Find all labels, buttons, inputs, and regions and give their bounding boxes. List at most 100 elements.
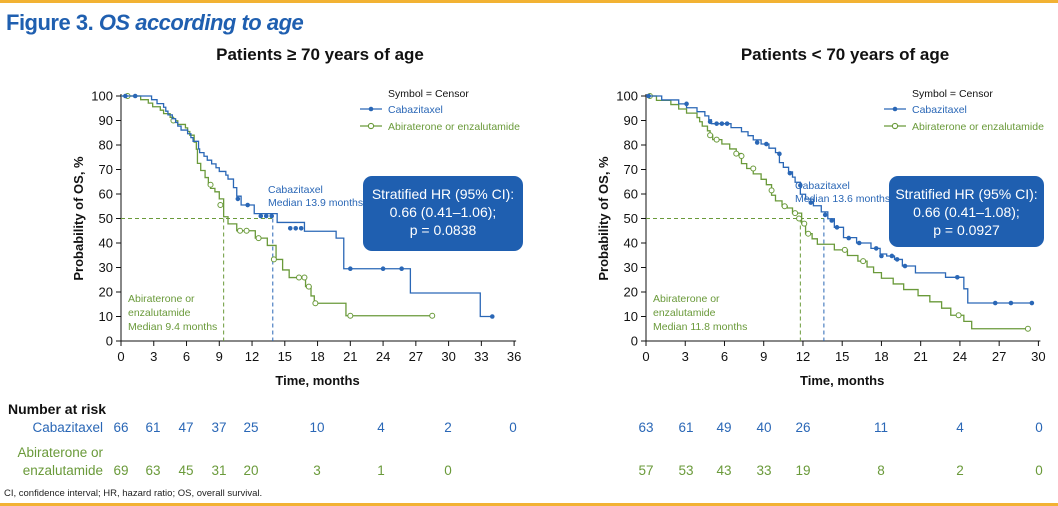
figure-title-text: OS according to age <box>98 10 304 35</box>
censor-marker <box>879 253 884 259</box>
median-annotation-cabazitaxel: Median 13.9 months <box>268 197 363 209</box>
top-rule <box>0 0 1058 3</box>
hr-box-line: p = 0.0838 <box>410 222 477 238</box>
censor-marker <box>750 165 757 172</box>
bottom-rule <box>0 503 1058 506</box>
at-risk-count: 61 <box>678 420 693 435</box>
x-axis-label: Time, months <box>275 373 359 388</box>
x-tick-label: 6 <box>721 349 728 364</box>
at-risk-count: 3 <box>313 463 321 478</box>
at-risk-count: 19 <box>795 463 810 478</box>
at-risk-count: 47 <box>178 420 193 435</box>
legend-label-cabazitaxel: Cabazitaxel <box>912 104 967 116</box>
at-risk-count: 4 <box>956 420 964 435</box>
y-tick-label: 100 <box>91 89 113 104</box>
legend-title: Symbol = Censor <box>912 88 993 100</box>
at-risk-count: 20 <box>243 463 258 478</box>
at-risk-count: 40 <box>756 420 771 435</box>
x-tick-label: 24 <box>953 349 967 364</box>
censor-marker <box>796 215 803 222</box>
x-tick-label: 12 <box>796 349 810 364</box>
y-tick-label: 0 <box>106 334 113 349</box>
hr-box-line: Stratified HR (95% CI): <box>372 186 514 202</box>
censor-marker <box>1024 325 1031 332</box>
censor-marker <box>829 218 835 223</box>
median-annotation-abiraterone: Abiraterone or <box>653 293 720 305</box>
y-tick-label: 20 <box>624 285 638 300</box>
censor-marker <box>754 140 760 145</box>
y-tick-label: 10 <box>99 309 113 324</box>
censor-marker <box>217 202 224 209</box>
censor-marker <box>792 210 799 217</box>
censor-marker <box>719 121 725 126</box>
censor-marker <box>312 300 319 307</box>
legend-swatch-marker <box>891 122 899 130</box>
at-risk-count: 10 <box>309 420 324 435</box>
censor-marker <box>768 187 775 194</box>
x-tick-label: 30 <box>441 349 455 364</box>
at-risk-count: 0 <box>444 463 452 478</box>
at-risk-count: 37 <box>211 420 226 435</box>
censor-marker <box>245 202 250 208</box>
censor-marker <box>489 314 495 319</box>
censor-marker <box>132 93 138 99</box>
at-risk-count: 0 <box>509 420 517 435</box>
y-tick-label: 20 <box>99 285 113 300</box>
x-tick-label: 33 <box>474 349 488 364</box>
censor-marker <box>707 132 714 139</box>
censor-marker <box>399 266 404 272</box>
at-risk-count: 49 <box>716 420 731 435</box>
censor-marker <box>713 136 720 143</box>
censor-marker <box>805 230 812 237</box>
censor-marker <box>889 253 895 259</box>
censor-marker <box>808 200 814 205</box>
y-tick-label: 70 <box>99 162 113 177</box>
censor-marker <box>287 226 293 231</box>
at-risk-count: 66 <box>113 420 128 435</box>
censor-marker <box>822 212 828 218</box>
x-tick-label: 21 <box>343 349 357 364</box>
censor-marker <box>955 275 960 280</box>
y-tick-label: 90 <box>624 113 638 128</box>
legend-swatch-marker <box>368 106 374 112</box>
x-tick-label: 18 <box>310 349 324 364</box>
panel-title: Patients ≥ 70 years of age <box>216 45 424 64</box>
at-risk-count: 57 <box>638 463 653 478</box>
censor-marker <box>207 181 214 188</box>
median-annotation-abiraterone: Median 11.8 months <box>653 321 747 333</box>
at-risk-count: 61 <box>145 420 160 435</box>
hr-box <box>363 176 523 251</box>
median-annotation-abiraterone: Abiraterone or <box>128 293 195 305</box>
censor-marker <box>714 121 719 126</box>
censor-marker <box>873 246 879 251</box>
x-tick-label: 3 <box>682 349 689 364</box>
x-tick-label: 21 <box>913 349 927 364</box>
km-curve-cabazitaxel <box>121 95 493 318</box>
y-axis-label: Probability of OS, % <box>71 156 86 281</box>
panel-title: Patients < 70 years of age <box>741 45 949 64</box>
risk-table-heading: Number at risk <box>8 401 106 417</box>
at-risk-count: 63 <box>638 420 653 435</box>
censor-marker <box>263 213 269 219</box>
at-risk-count: 11 <box>874 420 888 435</box>
at-risk-count: 45 <box>178 463 193 478</box>
hr-box-line: 0.66 (0.41–1.06); <box>390 204 497 220</box>
censor-marker <box>295 274 302 281</box>
at-risk-count: 2 <box>956 463 964 478</box>
censor-marker <box>787 170 793 176</box>
y-tick-label: 60 <box>624 187 638 202</box>
footnote: CI, confidence interval; HR, hazard rati… <box>4 488 263 499</box>
censor-marker <box>305 283 312 290</box>
y-tick-label: 50 <box>99 211 113 226</box>
censor-marker <box>243 227 250 234</box>
y-tick-label: 30 <box>624 260 638 275</box>
censor-marker <box>902 263 908 269</box>
censor-marker <box>301 274 308 281</box>
censor-marker <box>798 183 803 188</box>
y-tick-label: 90 <box>99 113 113 128</box>
censor-marker <box>955 312 962 319</box>
at-risk-count: 0 <box>1035 420 1043 435</box>
censor-marker <box>846 235 852 241</box>
hr-box <box>889 176 1044 247</box>
x-tick-label: 18 <box>874 349 888 364</box>
